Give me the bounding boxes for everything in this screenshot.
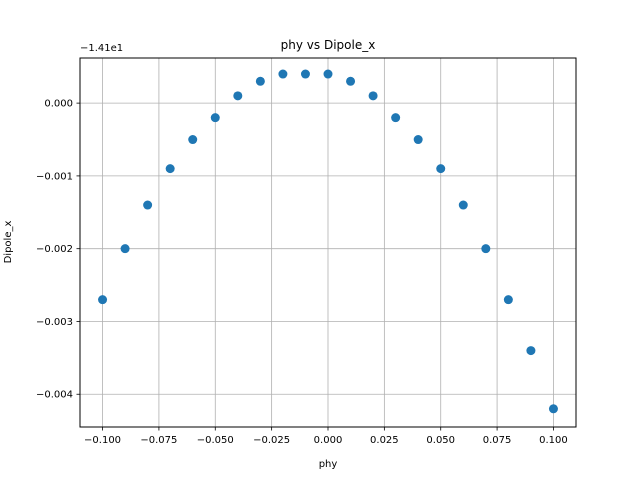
data-point	[98, 295, 108, 305]
data-point	[391, 113, 401, 123]
x-tick-label: 0.025	[370, 435, 399, 446]
data-point	[503, 295, 513, 305]
data-point	[278, 69, 288, 79]
y-tick-label: −0.001	[36, 171, 73, 182]
grid-lines	[80, 58, 576, 427]
x-tick-label: 0.050	[426, 435, 455, 446]
y-axis-label: Dipole_x	[3, 221, 14, 264]
data-point	[346, 76, 356, 86]
x-axis-ticks: −0.100 −0.075 −0.050 −0.025 0.000 0.025 0.050 0…	[84, 427, 568, 446]
x-tick-label: 0.075	[483, 435, 512, 446]
data-point	[120, 244, 130, 254]
x-tick-label: −0.100	[84, 435, 121, 446]
data-point	[323, 69, 333, 79]
data-point	[368, 91, 378, 101]
x-tick-label: −0.075	[140, 435, 177, 446]
y-tick-label: −0.003	[36, 317, 73, 328]
data-point	[458, 200, 468, 210]
data-point	[188, 135, 198, 145]
y-tick-label: −0.004	[36, 390, 73, 401]
y-tick-label: 0.000	[44, 99, 73, 110]
data-point	[526, 346, 536, 356]
data-point	[255, 76, 265, 86]
data-point	[165, 164, 175, 174]
data-points	[98, 69, 558, 414]
x-axis-label: phy	[319, 459, 338, 470]
y-tick-label: −0.002	[36, 244, 73, 255]
data-point	[548, 404, 558, 414]
y-offset-text: −1.41e1	[80, 43, 123, 54]
chart-title: phy vs Dipole_x	[281, 38, 376, 52]
data-point	[436, 164, 446, 174]
data-point	[413, 135, 423, 145]
data-point	[210, 113, 220, 123]
data-point	[233, 91, 243, 101]
y-axis-ticks: 0.000 −0.001 −0.002 −0.003 −0.004	[36, 99, 80, 401]
data-point	[481, 244, 491, 254]
x-tick-label: −0.025	[253, 435, 290, 446]
data-point	[143, 200, 153, 210]
data-point	[300, 69, 310, 79]
x-tick-label: 0.100	[539, 435, 568, 446]
x-tick-label: −0.050	[197, 435, 234, 446]
x-tick-label: 0.000	[314, 435, 343, 446]
